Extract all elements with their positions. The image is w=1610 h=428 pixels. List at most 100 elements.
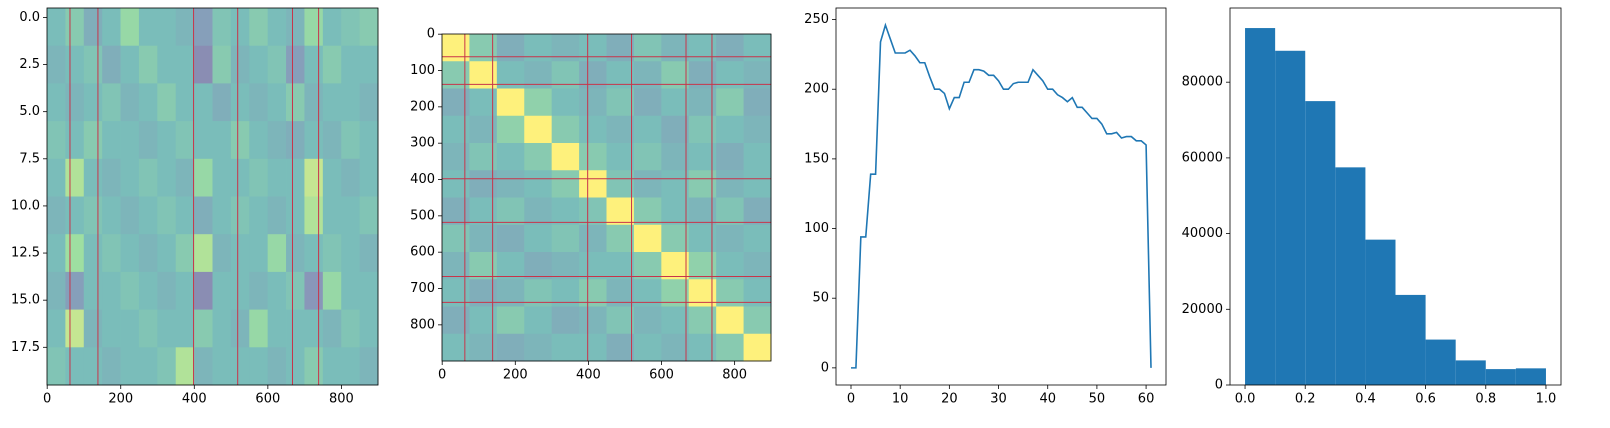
- heatmap-cell: [661, 34, 690, 62]
- heatmap-cell: [83, 196, 103, 235]
- heatmap-cell: [716, 252, 744, 280]
- heatmap-cell: [496, 143, 525, 171]
- heatmap-cell: [249, 121, 269, 160]
- heatmap-cell: [194, 347, 213, 386]
- heatmap-cell: [524, 143, 553, 171]
- y-tick-label: 250: [804, 12, 829, 27]
- heatmap-cell: [267, 347, 287, 386]
- heatmap-cell: [716, 197, 744, 226]
- heatmap-cell: [212, 45, 232, 84]
- y-tick-label: 150: [804, 151, 829, 166]
- x-tick-label: 50: [1089, 392, 1106, 407]
- x-tick-label: 10: [892, 392, 909, 407]
- heatmap-cell: [65, 347, 85, 386]
- heatmap-cell: [716, 34, 744, 62]
- heatmap-cell: [606, 170, 635, 198]
- axes-frame: [835, 7, 1167, 386]
- heatmap-cell: [157, 234, 177, 273]
- heatmap-cell: [194, 83, 213, 122]
- heatmap-cell: [743, 306, 772, 335]
- heatmap-cell: [249, 158, 269, 197]
- heatmap-cell: [304, 45, 324, 84]
- heatmap-cell: [194, 234, 213, 273]
- heatmap-cell: [322, 271, 342, 310]
- heatmap-cell: [249, 196, 269, 235]
- heatmap-cell: [322, 8, 342, 47]
- y-tick-label: 80000: [1182, 75, 1223, 90]
- heatmap-cell: [606, 115, 635, 144]
- heatmap-cell: [120, 45, 140, 84]
- heatmap-cell: [322, 309, 342, 348]
- heatmap-cell: [194, 45, 213, 84]
- heatmap-cell: [743, 115, 772, 144]
- y-tick-label: 0: [427, 27, 435, 42]
- line-series: [851, 22, 1152, 369]
- heatmap-cell: [743, 34, 772, 62]
- heatmap-cell: [102, 83, 121, 122]
- heatmap-cell: [359, 121, 379, 160]
- heatmap-cell: [212, 309, 232, 348]
- heatmap-cell: [47, 83, 66, 122]
- heatmap-cell: [606, 224, 635, 253]
- heatmap-cell: [230, 45, 250, 84]
- heatmap-cell: [83, 121, 103, 160]
- heatmap-cell: [304, 196, 324, 235]
- heatmap-cell: [157, 158, 177, 197]
- heatmap-cell: [341, 121, 361, 160]
- heatmap-cell: [743, 252, 772, 280]
- heatmap-cell: [65, 271, 85, 310]
- heatmap-cell: [606, 143, 635, 171]
- heatmap-cell: [212, 8, 232, 47]
- heatmap-cell: [551, 88, 580, 117]
- heatmap-cell: [175, 83, 195, 122]
- heatmap-cell: [212, 158, 232, 197]
- heatmap-cell: [304, 234, 324, 273]
- heatmap-cell: [286, 45, 305, 84]
- heatmap-cell: [65, 158, 85, 197]
- heatmap-cell: [83, 158, 103, 197]
- heatmap-cell: [579, 115, 607, 144]
- heatmap-cell: [120, 8, 140, 47]
- y-tick-label: 17.5: [11, 340, 40, 355]
- heatmap-cell: [551, 252, 580, 280]
- heatmap-cell: [138, 309, 158, 348]
- heatmap-cell: [249, 83, 269, 122]
- heatmap-cell: [304, 158, 324, 197]
- heatmap-cell: [524, 115, 553, 144]
- heatmap-cell: [249, 271, 269, 310]
- heatmap-cell: [551, 333, 580, 362]
- y-tick-label: 12.5: [11, 246, 40, 261]
- heatmap-cell: [359, 271, 379, 310]
- x-tick-label: 0: [43, 392, 51, 407]
- heatmap-cell: [551, 34, 580, 62]
- heatmap-cell: [579, 333, 607, 362]
- heatmap-cell: [579, 170, 607, 198]
- heatmap-cell: [230, 121, 250, 160]
- subplot: 0 10 20 30 40 50 60 0 50 100 150 200 250: [804, 7, 1167, 407]
- heatmap-cell: [716, 143, 744, 171]
- heatmap-cell: [212, 234, 232, 273]
- heatmap-cell: [212, 347, 232, 386]
- heatmap-cell: [442, 224, 470, 253]
- heatmap-cell: [230, 309, 250, 348]
- y-tick-label: 20000: [1182, 302, 1223, 317]
- x-tick-label: 0.4: [1355, 392, 1376, 407]
- y-tick-label: 200: [804, 82, 829, 97]
- heatmap-cell: [442, 170, 470, 198]
- heatmap-cell: [286, 271, 305, 310]
- heatmap-cell: [496, 170, 525, 198]
- heatmap-cell: [267, 309, 287, 348]
- heatmap-cell: [230, 158, 250, 197]
- y-tick-label: 200: [410, 99, 435, 114]
- heatmap-cell: [661, 252, 690, 280]
- heatmap-cell: [304, 83, 324, 122]
- y-tick-label: 400: [410, 172, 435, 187]
- heatmap-cell: [175, 347, 195, 386]
- heatmap-cell: [286, 158, 305, 197]
- heatmap-cell: [47, 309, 66, 348]
- axes-frame: [441, 33, 772, 362]
- heatmap-cell: [157, 271, 177, 310]
- heatmap-cell: [230, 234, 250, 273]
